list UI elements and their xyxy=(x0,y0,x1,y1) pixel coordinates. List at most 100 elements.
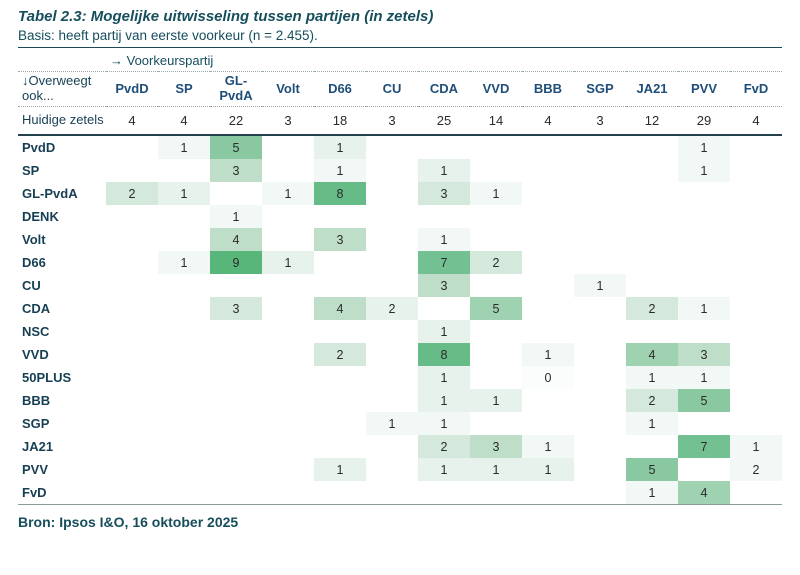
cell-cu-bbb xyxy=(522,274,574,297)
cell-cda-gl-pvda: 3 xyxy=(210,297,262,320)
row-header-cda: CDA xyxy=(22,301,51,316)
zetels-value-volt: 3 xyxy=(262,106,314,136)
cell-fvd-gl-pvda xyxy=(210,481,262,505)
cell-nsc-bbb xyxy=(522,320,574,343)
cell-vvd-fvd xyxy=(730,343,782,366)
cell-vvd-gl-pvda xyxy=(210,343,262,366)
cell-cu-sp xyxy=(158,274,210,297)
cell-d66-ja21 xyxy=(626,251,678,274)
cell-50plus-fvd xyxy=(730,366,782,389)
cell-gl-pvda-pvv xyxy=(678,182,730,205)
table-row-volt: Volt 4 3 1 xyxy=(18,228,782,251)
cell-cda-d66: 4 xyxy=(314,297,366,320)
cell-cda-cda xyxy=(418,297,470,320)
zetels-value-d66: 18 xyxy=(314,106,366,136)
cell-volt-cu xyxy=(366,228,418,251)
report-page: Tabel 2.3: Mogelijke uitwisseling tussen… xyxy=(18,8,782,530)
cell-pvdd-cu xyxy=(366,135,418,159)
col-header-gl-pvda: GL-PvdA xyxy=(210,71,262,107)
cell-cu-gl-pvda xyxy=(210,274,262,297)
cell-d66-gl-pvda: 9 xyxy=(210,251,262,274)
cell-fvd-sp xyxy=(158,481,210,505)
cell-bbb-volt xyxy=(262,389,314,412)
cell-sgp-sp xyxy=(158,412,210,435)
cell-vvd-pvv: 3 xyxy=(678,343,730,366)
cell-pvv-cda: 1 xyxy=(418,458,470,481)
cell-ja21-gl-pvda xyxy=(210,435,262,458)
cell-bbb-pvdd xyxy=(106,389,158,412)
row-header-gl-pvda: GL-PvdA xyxy=(22,186,78,201)
cell-ja21-vvd: 3 xyxy=(470,435,522,458)
cell-d66-volt: 1 xyxy=(262,251,314,274)
table-row-sp: SP 3 1 1 1 xyxy=(18,159,782,182)
cell-cda-pvv: 1 xyxy=(678,297,730,320)
cell-50plus-sgp xyxy=(574,366,626,389)
table-row-denk: DENK 1 xyxy=(18,205,782,228)
cell-cu-vvd xyxy=(470,274,522,297)
cell-cda-bbb xyxy=(522,297,574,320)
cell-fvd-d66 xyxy=(314,481,366,505)
cell-volt-fvd xyxy=(730,228,782,251)
cell-pvdd-pvv: 1 xyxy=(678,135,730,159)
table-row-cda: CDA 3 4 2 5 2 1 xyxy=(18,297,782,320)
cell-bbb-cu xyxy=(366,389,418,412)
cell-volt-vvd xyxy=(470,228,522,251)
cell-cu-cda: 3 xyxy=(418,274,470,297)
cell-sp-cu xyxy=(366,159,418,182)
cell-ja21-bbb: 1 xyxy=(522,435,574,458)
col-header-pvdd: PvdD xyxy=(106,71,158,107)
cell-pvdd-sgp xyxy=(574,135,626,159)
cell-cda-volt xyxy=(262,297,314,320)
cell-pvv-vvd: 1 xyxy=(470,458,522,481)
col-header-sgp: SGP xyxy=(574,71,626,107)
cell-bbb-cda: 1 xyxy=(418,389,470,412)
cell-cu-volt xyxy=(262,274,314,297)
cell-50plus-pvv: 1 xyxy=(678,366,730,389)
cell-denk-d66 xyxy=(314,205,366,228)
cell-vvd-vvd xyxy=(470,343,522,366)
cell-fvd-fvd xyxy=(730,481,782,505)
cell-sp-pvv: 1 xyxy=(678,159,730,182)
cell-gl-pvda-d66: 8 xyxy=(314,182,366,205)
cell-cu-ja21 xyxy=(626,274,678,297)
cell-fvd-sgp xyxy=(574,481,626,505)
cell-50plus-gl-pvda xyxy=(210,366,262,389)
cell-sp-fvd xyxy=(730,159,782,182)
cell-nsc-pvdd xyxy=(106,320,158,343)
col-header-cda: CDA xyxy=(418,71,470,107)
cell-50plus-cu xyxy=(366,366,418,389)
cell-d66-d66 xyxy=(314,251,366,274)
cell-50plus-sp xyxy=(158,366,210,389)
cell-cda-fvd xyxy=(730,297,782,320)
zetels-value-cda: 25 xyxy=(418,106,470,136)
zetels-value-sgp: 3 xyxy=(574,106,626,136)
col-header-bbb: BBB xyxy=(522,71,574,107)
zetels-value-ja21: 12 xyxy=(626,106,678,136)
cell-nsc-cu xyxy=(366,320,418,343)
cell-denk-bbb xyxy=(522,205,574,228)
cell-ja21-sgp xyxy=(574,435,626,458)
cell-sp-ja21 xyxy=(626,159,678,182)
cell-gl-pvda-gl-pvda xyxy=(210,182,262,205)
cell-vvd-cu xyxy=(366,343,418,366)
row-header-ja21: JA21 xyxy=(22,439,54,454)
cell-cu-sgp: 1 xyxy=(574,274,626,297)
cell-cda-sp xyxy=(158,297,210,320)
cell-fvd-volt xyxy=(262,481,314,505)
col-header-pvv: PVV xyxy=(678,71,730,107)
cell-sgp-pvv xyxy=(678,412,730,435)
cell-denk-cda xyxy=(418,205,470,228)
cell-vvd-ja21: 4 xyxy=(626,343,678,366)
cell-gl-pvda-pvdd: 2 xyxy=(106,182,158,205)
cell-sp-vvd xyxy=(470,159,522,182)
table-body: PvdD 1 5 1 1 SP 3 1 1 1 GL-PvdA 2 1 1 8 3 1 DENK 1 Volt 4 3 1 D… xyxy=(18,135,782,505)
exchange-table: ↓Overweegt ook... PvdD SP GL-PvdA Volt D66 CU C… xyxy=(18,71,782,505)
zetels-value-pvdd: 4 xyxy=(106,106,158,136)
cell-sgp-fvd xyxy=(730,412,782,435)
cell-volt-d66: 3 xyxy=(314,228,366,251)
row-header-sp: SP xyxy=(22,163,40,178)
cell-fvd-bbb xyxy=(522,481,574,505)
cell-pvdd-volt xyxy=(262,135,314,159)
cell-ja21-ja21 xyxy=(626,435,678,458)
cell-bbb-d66 xyxy=(314,389,366,412)
